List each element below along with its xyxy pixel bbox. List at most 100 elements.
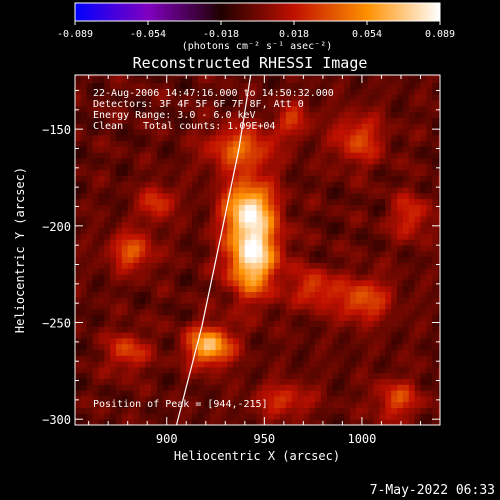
heatmap-cell [180,216,187,223]
heatmap-cell [391,82,398,89]
heatmap-cell [391,256,398,263]
heatmap-cell [86,192,93,200]
heatmap-cell [361,407,369,414]
heatmap-cell [408,210,416,217]
heatmap-cell [350,100,357,107]
heatmap-cell [156,279,164,287]
heatmap-cell [356,152,363,159]
heatmap-cell [438,395,440,403]
heatmap-cell [110,181,117,188]
heatmap-cell [168,332,175,339]
heatmap-cell [145,221,152,229]
heatmap-cell [426,76,433,84]
heatmap-cell [414,169,421,176]
heatmap-cell [227,332,234,339]
heatmap-cell [162,233,170,240]
heatmap-cell [250,181,257,188]
heatmap-cell [285,146,293,153]
heatmap-cell [215,337,222,345]
heatmap-cell [408,384,416,391]
heatmap-cell [110,378,117,385]
heatmap-cell [156,111,164,118]
heatmap-cell [98,314,105,321]
heatmap-cell [192,94,199,101]
heatmap-cell [338,216,345,223]
heatmap-cell [262,239,269,246]
solar-limb-line [175,75,252,425]
heatmap-cell [279,140,287,147]
heatmap-cell [438,227,440,234]
heatmap-cell [86,204,93,211]
heatmap-cell [156,105,164,113]
heatmap-cell [350,314,357,321]
heatmap-cell [156,372,164,379]
heatmap-cell [297,210,304,217]
heatmap-cell [186,187,193,194]
heatmap-cell [186,285,193,292]
heatmap-cell [291,163,298,171]
heatmap-cell [127,250,134,258]
heatmap-cell [397,192,404,200]
heatmap-cell [156,181,164,188]
heatmap-cell [115,105,123,113]
heatmap-cell [233,75,240,78]
heatmap-cell [98,285,105,292]
heatmap-cell [133,268,140,275]
heatmap-cell [379,192,386,200]
heatmap-cell [215,134,222,142]
heatmap-cell [98,384,105,391]
heatmap-cell [420,163,427,171]
heatmap-cell [291,204,298,211]
heatmap-cell [361,134,369,142]
heatmap-cell [174,198,181,205]
heatmap-cell [408,256,416,263]
heatmap-cell [92,94,99,101]
heatmap-cell [297,105,304,113]
heatmap-cell [279,187,287,194]
heatmap-cell [186,210,193,217]
heatmap-cell [285,419,293,425]
heatmap-cell [174,221,181,229]
heatmap-cell [168,320,175,327]
heatmap-cell [197,129,205,136]
heatmap-cell [408,268,416,275]
heatmap-cell [309,245,316,252]
y-tick-label: −150 [42,123,71,137]
heatmap-cell [285,366,293,374]
heatmap-cell [379,332,386,339]
heatmap-cell [361,140,369,147]
heatmap-cell [92,227,99,234]
heatmap-cell [92,256,99,263]
heatmap-cell [361,163,369,171]
heatmap-cell [432,100,439,107]
heatmap-cell [391,250,398,258]
heatmap-cell [227,123,234,130]
heatmap-cell [145,105,152,113]
heatmap-cell [268,152,275,159]
heatmap-cell [203,332,211,339]
heatmap-cell [379,401,386,408]
heatmap-cell [80,204,88,211]
heatmap-cell [156,192,164,200]
heatmap-cell [338,100,345,107]
heatmap-cell [80,343,88,350]
heatmap-cell [297,361,304,368]
heatmap-cell [297,88,304,95]
heatmap-cell [180,308,187,316]
heatmap-cell [397,401,404,408]
heatmap-cell [291,297,298,304]
heatmap-cell [221,239,228,246]
heatmap-cell [250,297,257,304]
heatmap-cell [361,175,369,182]
heatmap-cell [326,140,334,147]
heatmap-cell [180,250,187,258]
heatmap-cell [209,245,216,252]
heatmap-cell [92,100,99,107]
heatmap-cell [86,326,93,333]
heatmap-cell [361,250,369,258]
heatmap-cell [356,117,363,124]
heatmap-cell [291,343,298,350]
heatmap-cell [221,308,228,316]
heatmap-cell [209,210,216,217]
heatmap-cell [356,181,363,188]
